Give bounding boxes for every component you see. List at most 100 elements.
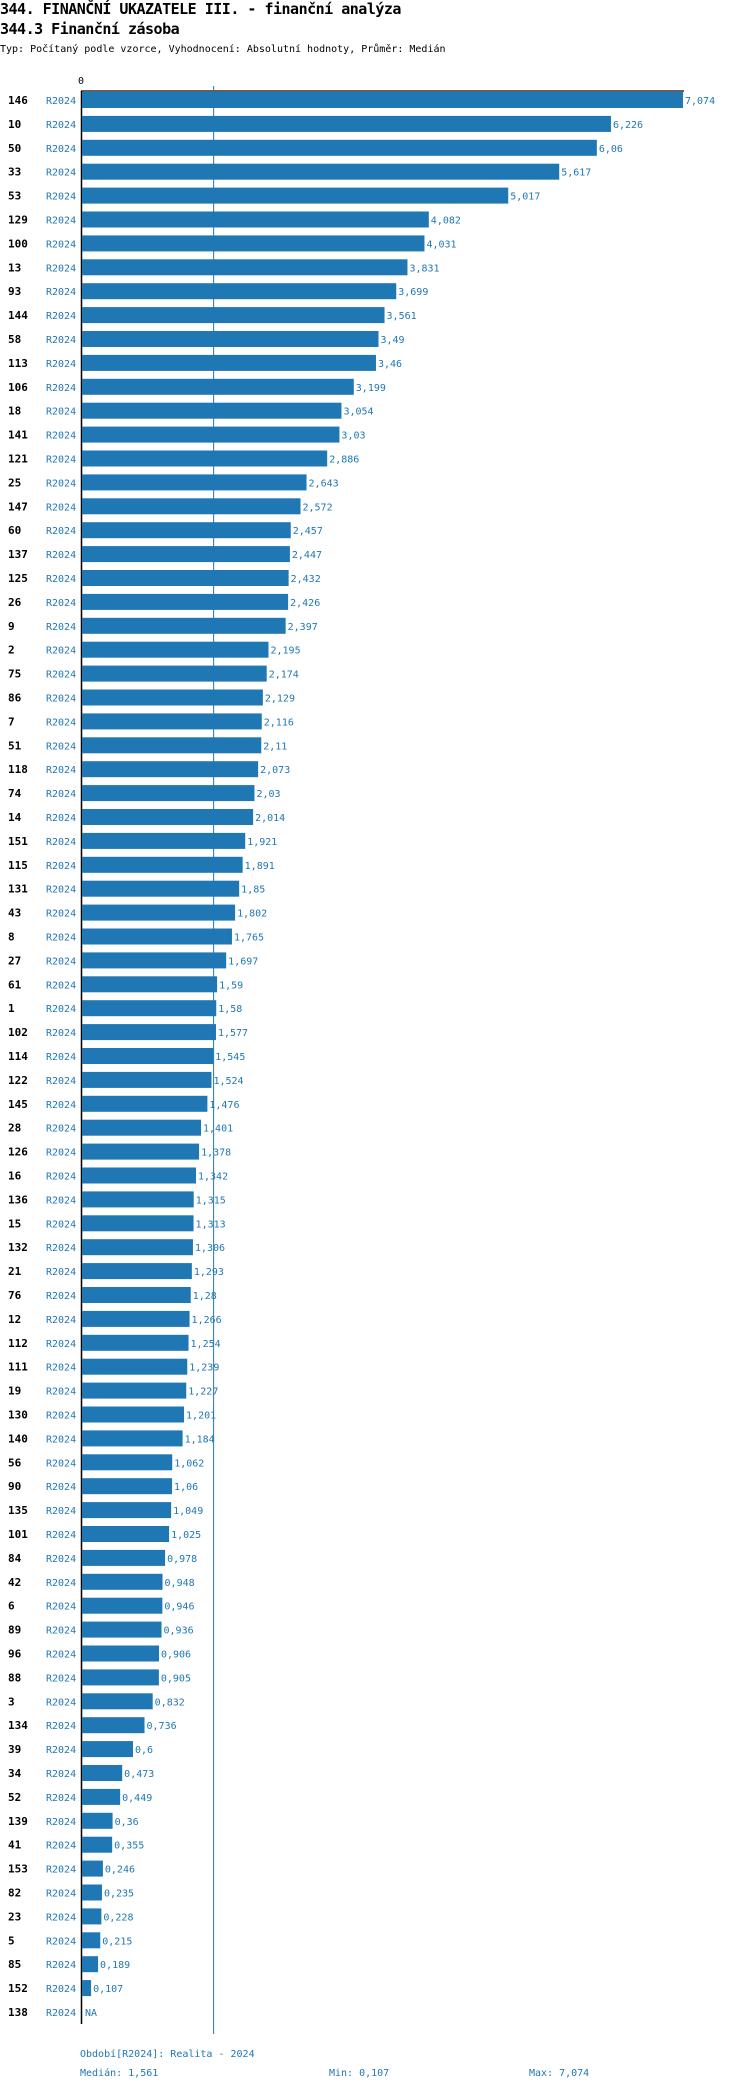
data-label: 1,59 xyxy=(219,980,243,991)
data-label: 1,049 xyxy=(173,1506,203,1517)
data-label: 0,107 xyxy=(93,1984,123,1995)
data-label: 1,315 xyxy=(196,1195,226,1206)
data-label: 0,189 xyxy=(100,1960,130,1971)
bar xyxy=(82,474,307,491)
row-period-label: R2024 xyxy=(46,1291,76,1302)
data-label: 2,432 xyxy=(291,574,321,585)
data-label: 3,054 xyxy=(343,407,373,418)
bar xyxy=(82,187,509,204)
row-id-label: 52 xyxy=(8,1791,21,1804)
data-label: 1,313 xyxy=(196,1219,226,1230)
chart-description: Typ: Počítaný podle vzorce, Vyhodnocení:… xyxy=(0,44,446,55)
data-label: 0,905 xyxy=(161,1673,191,1684)
data-label: 1,025 xyxy=(171,1530,201,1541)
axis-zero-label: 0 xyxy=(78,76,84,87)
data-label: 1,476 xyxy=(209,1100,239,1111)
row-id-label: 5 xyxy=(8,1934,15,1947)
data-label: 3,46 xyxy=(378,359,402,370)
bar xyxy=(82,1788,121,1805)
row-period-label: R2024 xyxy=(46,574,76,585)
row-period-label: R2024 xyxy=(46,598,76,609)
data-label: 0,228 xyxy=(103,1912,133,1923)
data-label: 1,266 xyxy=(192,1315,222,1326)
row-id-label: 76 xyxy=(8,1289,22,1302)
bar xyxy=(82,1287,191,1303)
row-period-label: R2024 xyxy=(46,1745,76,1756)
data-label: 1,06 xyxy=(174,1482,198,1493)
row-period-label: R2024 xyxy=(46,1458,76,1469)
bar xyxy=(82,1836,113,1853)
bar xyxy=(82,163,560,180)
row-period-label: R2024 xyxy=(46,741,76,752)
chart-subtitle: 344.3 Finanční zásoba xyxy=(0,20,180,38)
row-id-label: 28 xyxy=(8,1122,21,1135)
row-id-label: 25 xyxy=(8,476,21,489)
row-period-label: R2024 xyxy=(46,1363,76,1374)
row-period-label: R2024 xyxy=(46,431,76,442)
data-label: 1,545 xyxy=(215,1052,245,1063)
row-id-label: 19 xyxy=(8,1385,21,1398)
row-id-label: 56 xyxy=(8,1456,22,1469)
data-label: 2,116 xyxy=(264,717,294,728)
row-id-label: 89 xyxy=(8,1624,21,1637)
data-label: 1,201 xyxy=(186,1411,216,1422)
row-id-label: 134 xyxy=(8,1719,28,1732)
row-period-label: R2024 xyxy=(46,550,76,561)
bar xyxy=(82,689,263,706)
data-label: 1,891 xyxy=(245,861,275,872)
bar xyxy=(82,1908,102,1925)
bar xyxy=(82,1143,200,1160)
row-period-label: R2024 xyxy=(46,1841,76,1852)
bar xyxy=(82,1215,194,1232)
bar xyxy=(82,1048,214,1064)
row-period-label: R2024 xyxy=(46,1626,76,1637)
footer-median: Medián: 1,561 xyxy=(80,2068,159,2079)
row-period-label: R2024 xyxy=(46,1434,76,1445)
bar xyxy=(82,1119,202,1136)
row-id-label: 50 xyxy=(8,142,21,155)
row-period-label: R2024 xyxy=(46,239,76,250)
row-period-label: R2024 xyxy=(46,335,76,346)
row-period-label: R2024 xyxy=(46,1936,76,1947)
bar xyxy=(82,1310,190,1327)
bar xyxy=(82,1645,159,1662)
data-label: 2,014 xyxy=(255,813,285,824)
row-id-label: 34 xyxy=(8,1767,22,1780)
row-id-label: 8 xyxy=(8,931,15,944)
data-label: 1,697 xyxy=(228,956,258,967)
row-id-label: 111 xyxy=(8,1361,28,1374)
row-id-label: 140 xyxy=(8,1432,28,1445)
row-period-label: R2024 xyxy=(46,192,76,203)
data-label: 0,978 xyxy=(167,1554,197,1565)
data-label: 0,449 xyxy=(122,1793,152,1804)
row-id-label: 126 xyxy=(8,1146,28,1159)
bar xyxy=(82,1669,159,1686)
data-label: 5,617 xyxy=(561,168,591,179)
row-period-label: R2024 xyxy=(46,1602,76,1613)
data-label: 1,342 xyxy=(198,1172,228,1183)
row-period-label: R2024 xyxy=(46,1172,76,1183)
data-label: 3,699 xyxy=(398,287,428,298)
row-id-label: 16 xyxy=(8,1170,22,1183)
bar xyxy=(82,713,262,730)
row-id-label: 15 xyxy=(8,1217,21,1230)
row-period-label: R2024 xyxy=(46,980,76,991)
row-period-label: R2024 xyxy=(46,407,76,418)
row-period-label: R2024 xyxy=(46,933,76,944)
row-period-label: R2024 xyxy=(46,1578,76,1589)
data-label: 5,017 xyxy=(510,192,540,203)
data-label: 4,082 xyxy=(431,216,461,227)
bar xyxy=(82,1549,166,1566)
row-period-label: R2024 xyxy=(46,1697,76,1708)
row-period-label: R2024 xyxy=(46,646,76,657)
data-label: 0,215 xyxy=(102,1936,132,1947)
bar xyxy=(82,1239,193,1256)
row-period-label: R2024 xyxy=(46,1148,76,1159)
page-title: 344. FINANČNÍ UKAZATELE III. - finanční … xyxy=(0,0,401,18)
row-period-label: R2024 xyxy=(46,96,76,107)
row-id-label: 90 xyxy=(8,1480,21,1493)
row-period-label: R2024 xyxy=(46,1793,76,1804)
row-id-label: 129 xyxy=(8,214,28,227)
bar xyxy=(82,641,269,658)
row-id-label: 43 xyxy=(8,907,21,920)
